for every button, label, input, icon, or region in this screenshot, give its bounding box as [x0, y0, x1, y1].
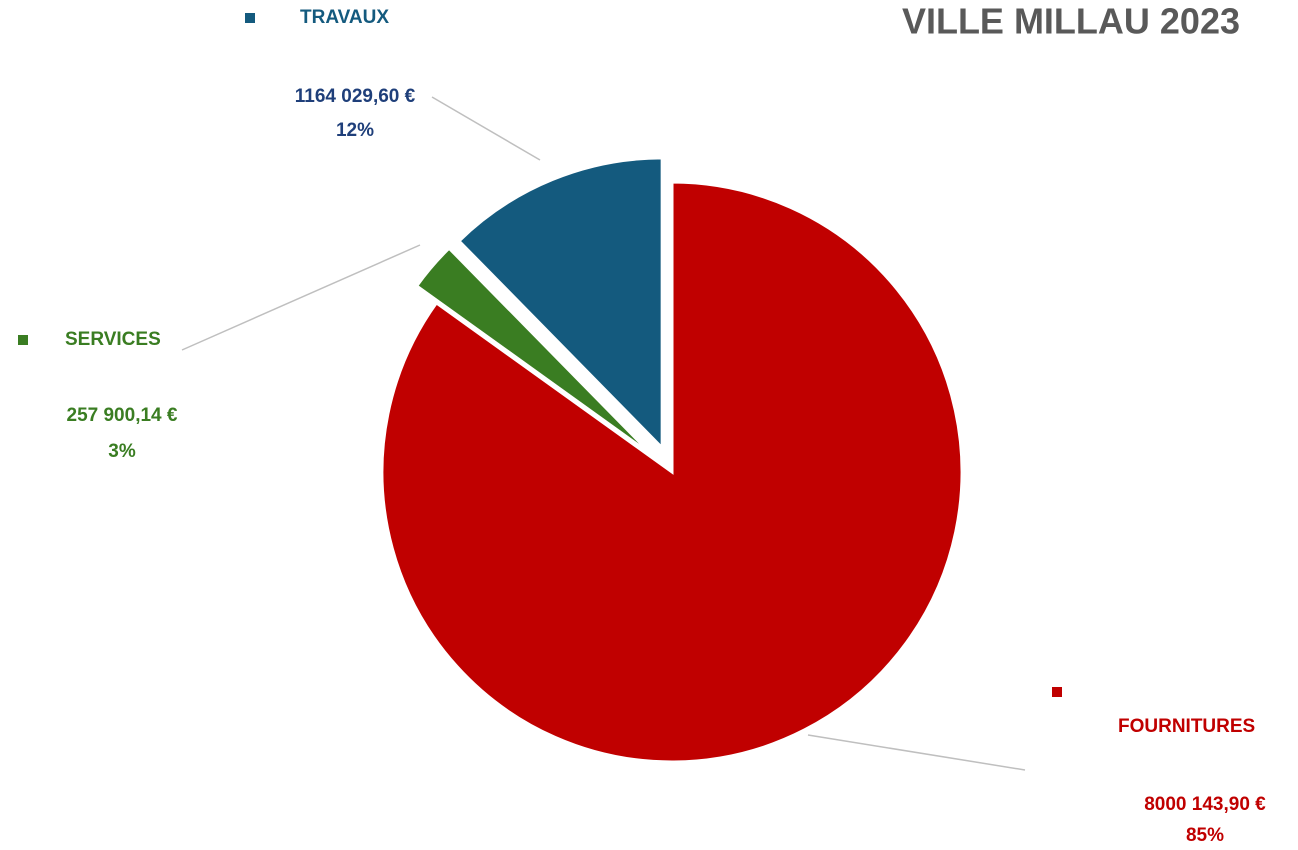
percent-label: 12% [336, 120, 374, 141]
legend-swatch [1052, 687, 1062, 697]
percent-label: 85% [1186, 825, 1224, 846]
category-label: FOURNITURES [1118, 716, 1255, 737]
leader-line [181, 244, 421, 351]
legend-swatch [18, 335, 28, 345]
percent-label: 3% [108, 441, 136, 462]
leader-line [807, 734, 1026, 771]
category-label: TRAVAUX [300, 7, 389, 28]
value-label: 257 900,14 € [67, 405, 178, 426]
leader-line [431, 96, 541, 161]
category-label: SERVICES [65, 329, 161, 350]
value-label: 1164 029,60 € [295, 86, 416, 107]
pie-slice [456, 156, 664, 452]
pie-slice [380, 180, 964, 764]
value-label: 8000 143,90 € [1144, 794, 1266, 815]
chart-title: VILLE MILLAU 2023 [902, 1, 1240, 42]
pie-slice [414, 246, 654, 457]
legend-swatch [245, 13, 255, 23]
